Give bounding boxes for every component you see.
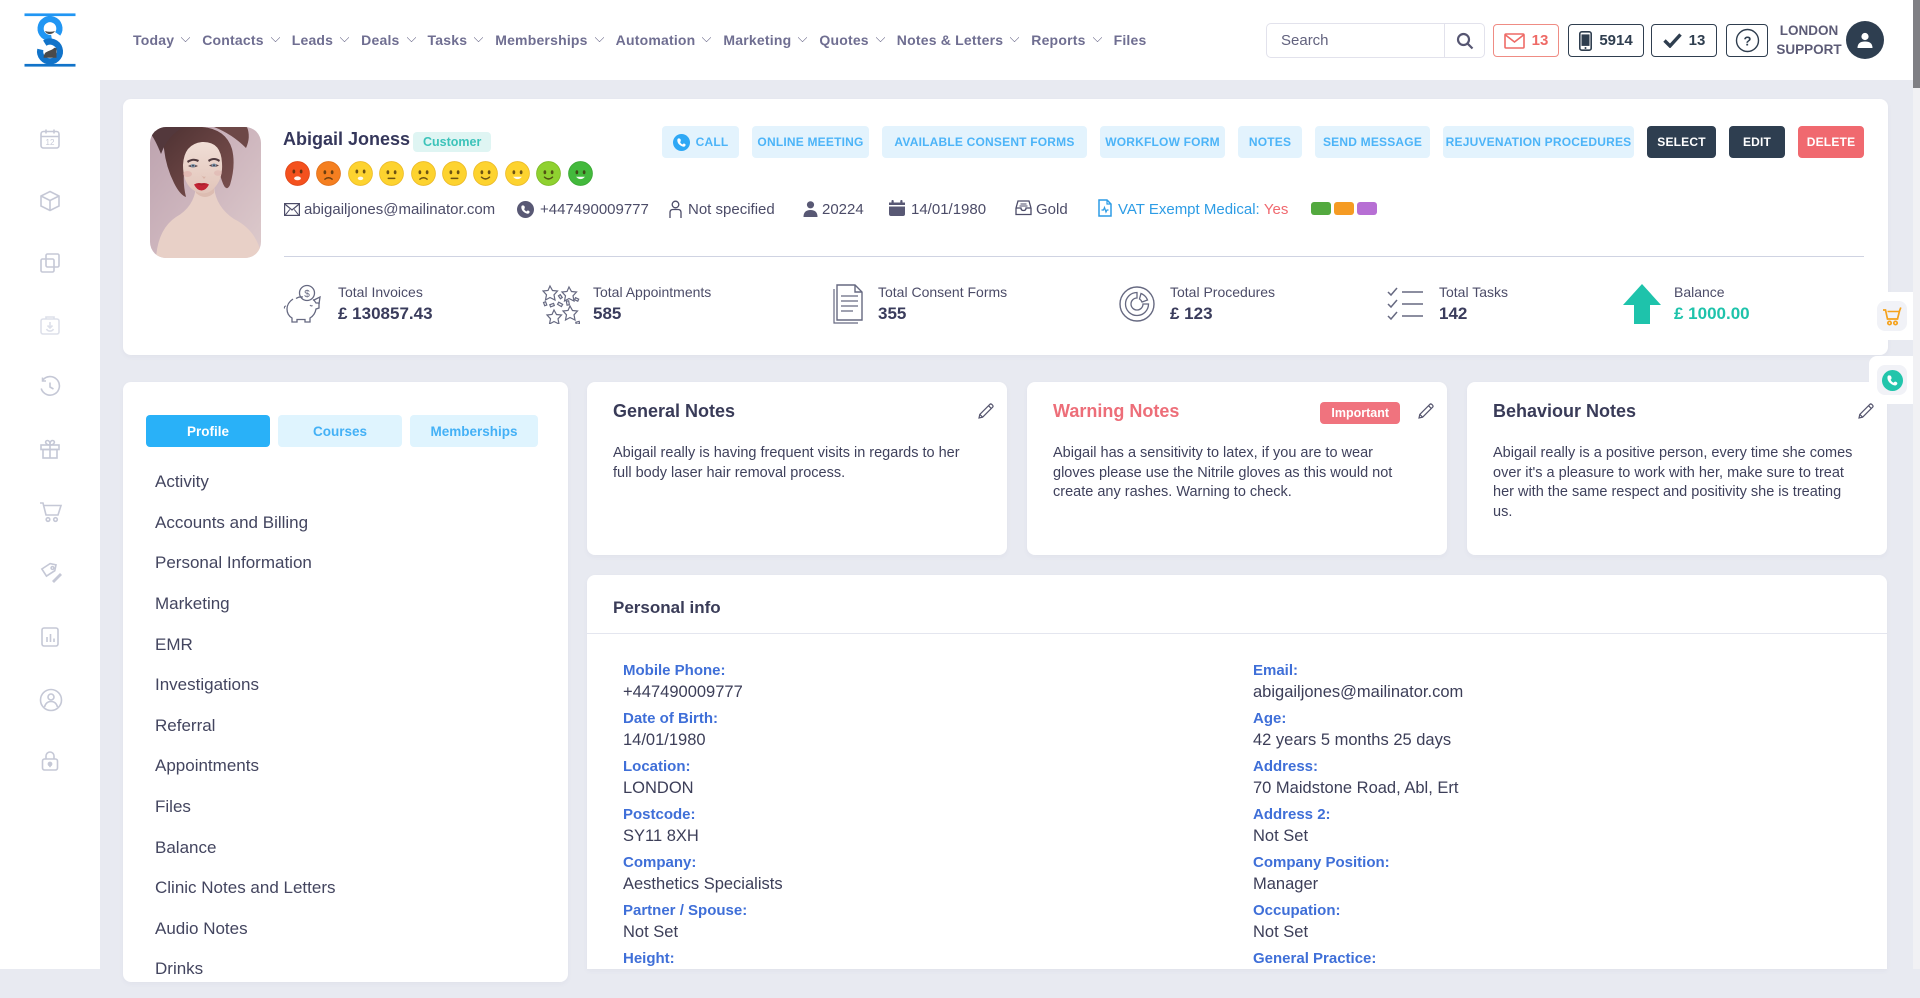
- svg-text:$: $: [304, 289, 310, 300]
- svg-text:12: 12: [46, 138, 55, 147]
- svg-text:?: ?: [1743, 34, 1751, 49]
